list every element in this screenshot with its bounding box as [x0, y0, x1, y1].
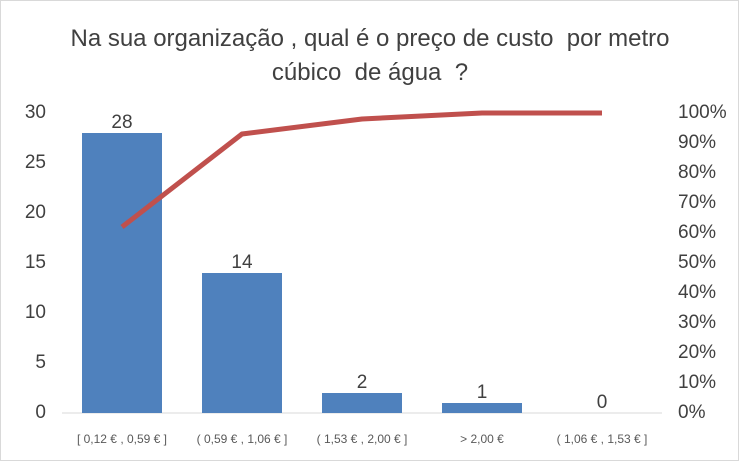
y2-tick-label: 0%	[678, 402, 706, 423]
bar	[82, 133, 162, 413]
y2-tick-label: 40%	[678, 282, 716, 303]
chart-title: Na sua organização , qual é o preço de c…	[70, 25, 677, 86]
y2-tick-label: 100%	[678, 102, 727, 123]
y2-tick-label: 20%	[678, 342, 716, 363]
y-tick-label: 30	[25, 102, 46, 123]
data-label: 2	[357, 372, 368, 393]
x-tick-label: ( 1,53 € , 2,00 € ]	[317, 432, 408, 446]
x-tick-label: ( 0,59 € , 1,06 € ]	[197, 432, 288, 446]
y-tick-label: 10	[25, 302, 46, 323]
cumulative-line	[120, 110, 602, 229]
y2-tick-label: 30%	[678, 312, 716, 333]
bar	[322, 393, 402, 413]
y-tick-label: 15	[25, 252, 46, 273]
data-label: 0	[597, 392, 608, 413]
bar	[442, 403, 522, 413]
y2-tick-label: 70%	[678, 192, 716, 213]
x-tick-label: [ 0,12 € , 0,59 € ]	[77, 432, 167, 446]
data-label: 1	[477, 382, 488, 403]
y-tick-label: 25	[25, 152, 46, 173]
bar	[202, 273, 282, 413]
y2-tick-label: 80%	[678, 162, 716, 183]
x-tick-label: ( 1,06 € , 1,53 € ]	[557, 432, 648, 446]
x-tick-label: > 2,00 €	[460, 432, 504, 446]
y2-tick-label: 90%	[678, 132, 716, 153]
y-tick-label: 5	[35, 352, 46, 373]
y2-tick-label: 60%	[678, 222, 716, 243]
data-label: 28	[111, 112, 132, 133]
y-tick-label: 0	[35, 402, 46, 423]
y-tick-label: 20	[25, 202, 46, 223]
data-label: 14	[231, 252, 253, 273]
y2-tick-label: 10%	[678, 372, 716, 393]
y2-tick-label: 50%	[678, 252, 716, 273]
